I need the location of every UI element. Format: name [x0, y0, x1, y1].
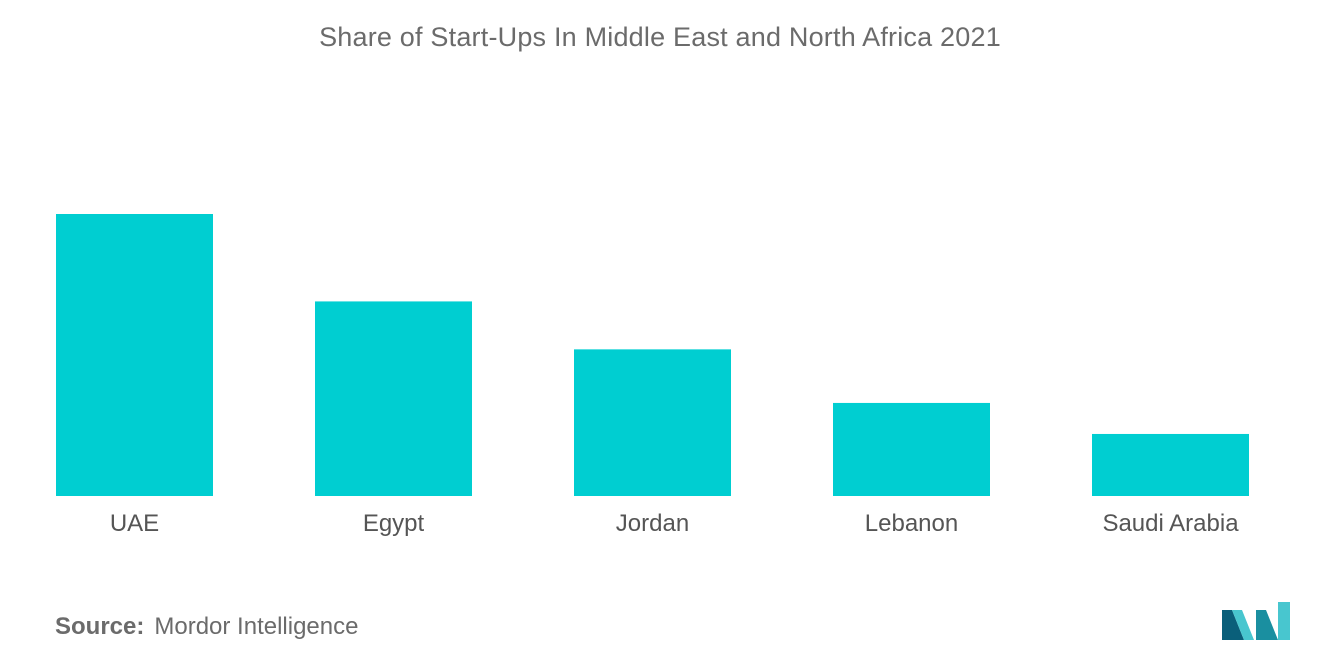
bar-egypt: [315, 301, 472, 496]
bar-saudi-arabia: [1092, 433, 1249, 496]
category-label-lebanon: Lebanon: [865, 510, 958, 537]
category-label-jordan: Jordan: [616, 510, 689, 537]
source-label: Source:: [55, 613, 145, 640]
bar-chart: UAE Egypt Jordan Lebanon Saudi Arabia: [56, 214, 1249, 537]
bar-uae: [56, 214, 213, 496]
category-labels-group: UAE Egypt Jordan Lebanon Saudi Arabia: [110, 510, 1239, 537]
category-label-uae: UAE: [110, 510, 159, 537]
bars-group: [56, 214, 1249, 496]
category-label-saudi-arabia: Saudi Arabia: [1102, 510, 1239, 537]
bar-lebanon: [833, 402, 990, 496]
chart-title: Share of Start-Ups In Middle East and No…: [319, 22, 1001, 52]
bar-jordan: [574, 349, 731, 496]
mordor-intelligence-logo-icon: [1222, 602, 1290, 640]
source-note: Source: Mordor Intelligence: [55, 613, 358, 641]
category-label-egypt: Egypt: [363, 510, 425, 537]
source-text: Mordor Intelligence: [154, 613, 359, 640]
